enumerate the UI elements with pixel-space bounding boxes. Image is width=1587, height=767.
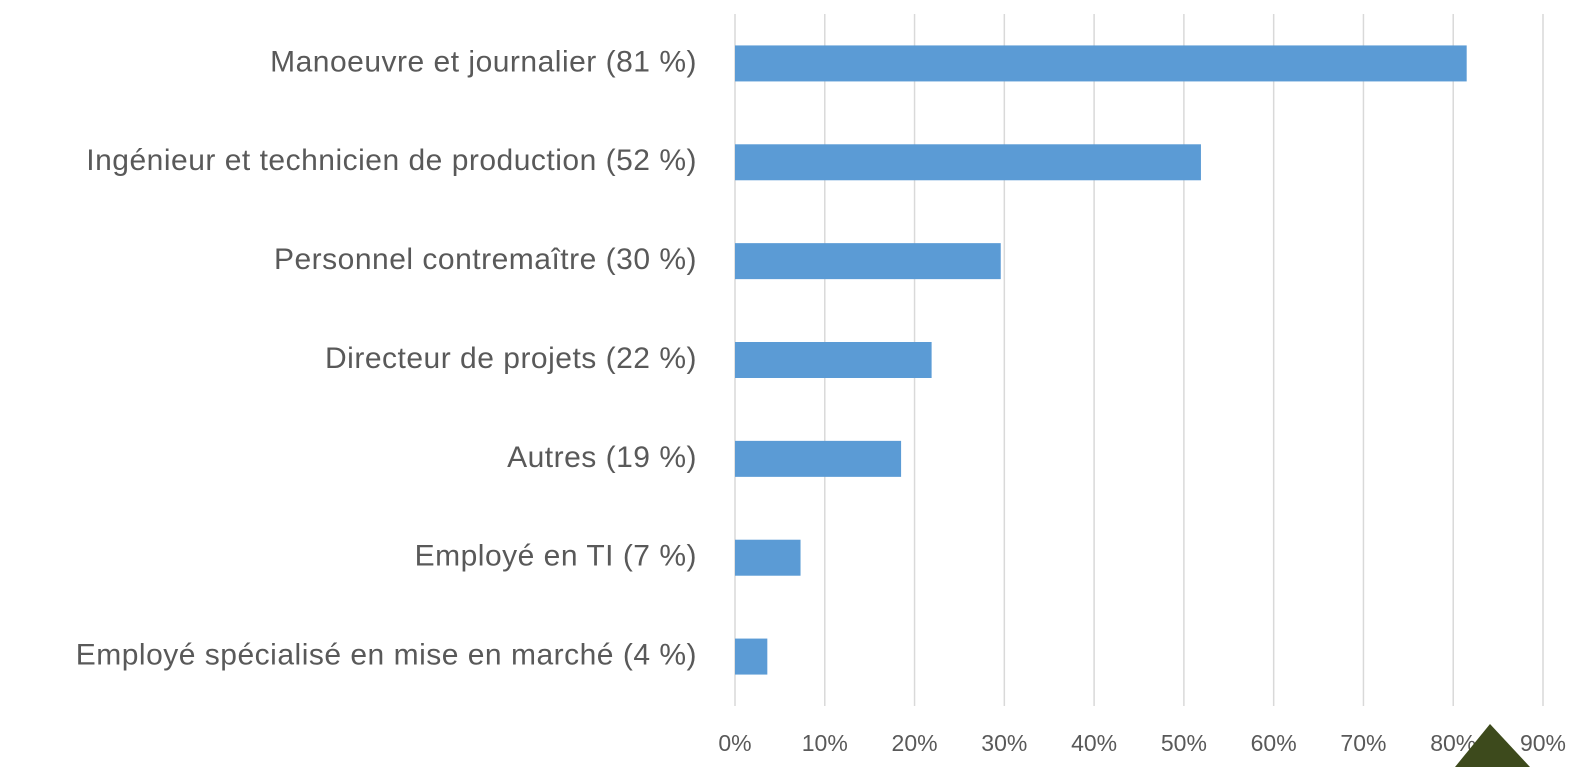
y-tick-label: Ingénieur et technicien de production (5… bbox=[86, 144, 697, 177]
x-tick-label: 50% bbox=[1161, 730, 1207, 756]
x-tick-label: 90% bbox=[1520, 730, 1566, 756]
x-tick-label: 10% bbox=[802, 730, 848, 756]
bar bbox=[735, 440, 902, 477]
y-tick-label: Directeur de projets (22 %) bbox=[325, 342, 697, 375]
y-tick-label: Personnel contremaître (30 %) bbox=[274, 243, 697, 276]
y-tick-label: Employé en TI (7 %) bbox=[415, 540, 697, 573]
x-tick-label: 60% bbox=[1251, 730, 1297, 756]
x-tick-label: 70% bbox=[1340, 730, 1386, 756]
bar bbox=[735, 45, 1467, 82]
x-tick-label: 30% bbox=[981, 730, 1027, 756]
bar bbox=[735, 144, 1201, 181]
x-tick-label: 20% bbox=[892, 730, 938, 756]
y-tick-label: Manoeuvre et journalier (81 %) bbox=[270, 45, 697, 78]
x-tick-label: 0% bbox=[718, 730, 751, 756]
bar bbox=[735, 342, 932, 378]
y-tick-label: Employé spécialisé en mise en marché (4 … bbox=[76, 638, 697, 671]
bar bbox=[735, 539, 801, 576]
y-tick-label: Autres (19 %) bbox=[507, 441, 697, 474]
x-tick-label: 40% bbox=[1071, 730, 1117, 756]
logo bbox=[1455, 724, 1530, 767]
bar bbox=[735, 638, 768, 675]
bar bbox=[735, 243, 1001, 280]
